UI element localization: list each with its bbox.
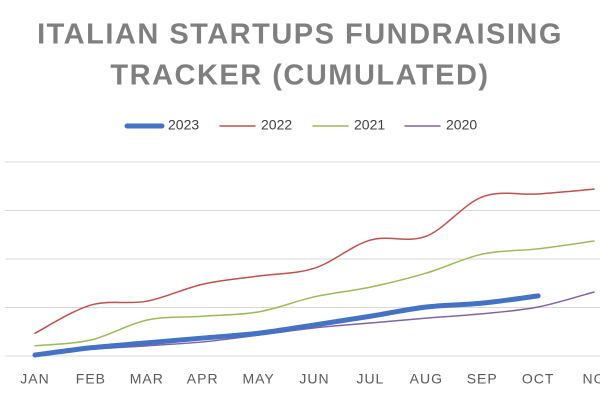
legend-label: 2021: [354, 117, 385, 133]
chart-title: TRACKER (CUMULATED): [110, 60, 489, 92]
x-tick-label: MAY: [242, 371, 274, 387]
chart-title: ITALIAN STARTUPS FUNDRAISING: [37, 19, 563, 51]
legend-label: 2022: [261, 117, 292, 133]
x-tick-label: SEP: [467, 371, 498, 387]
x-tick-label: FEB: [76, 371, 106, 387]
x-tick-label: APR: [187, 371, 219, 387]
x-tick-label: JUL: [356, 371, 384, 387]
legend-label: 2020: [446, 117, 477, 133]
x-tick-label: MAR: [130, 371, 164, 387]
series-line: [34, 188, 595, 334]
x-tick-label: OCT: [522, 371, 555, 387]
legend-label: 2023: [168, 117, 199, 133]
series-line: [32, 293, 541, 358]
x-tick-label: JUN: [299, 371, 329, 387]
x-tick-label: NO: [583, 371, 600, 387]
x-tick-label: JAN: [20, 371, 49, 387]
x-tick-label: AUG: [410, 371, 443, 387]
series-line: [34, 291, 595, 355]
series-line: [34, 240, 595, 347]
